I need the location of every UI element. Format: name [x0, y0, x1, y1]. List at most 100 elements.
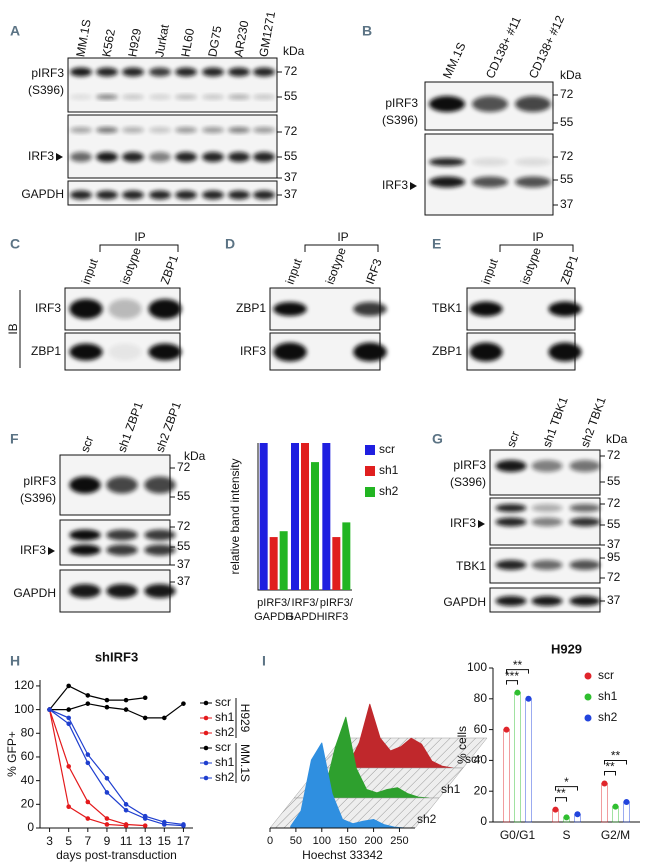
y-tick-label: 20 [474, 783, 488, 797]
point [181, 822, 186, 827]
point [66, 707, 71, 712]
band [108, 299, 142, 319]
marker-label: 72 [607, 570, 621, 584]
point [85, 799, 91, 805]
x-tick-label: 7 [84, 834, 91, 848]
band [144, 529, 176, 541]
band [495, 560, 527, 570]
point [104, 816, 110, 821]
row-label: GAPDH [21, 187, 64, 201]
point [66, 683, 71, 689]
band [253, 67, 275, 77]
band [149, 67, 171, 77]
band [548, 342, 582, 362]
blot [424, 133, 554, 216]
band [69, 476, 101, 494]
point [162, 819, 167, 825]
legend-marker [203, 745, 209, 751]
row-label: IRF3 [28, 149, 54, 163]
band [428, 158, 466, 166]
legend-label: sh1 [215, 755, 235, 769]
row-label: TBK1 [432, 301, 462, 315]
dot [503, 726, 510, 733]
band [495, 460, 527, 472]
legend-label: sh2 [215, 770, 235, 784]
band [253, 152, 275, 162]
legend-swatch [365, 445, 375, 455]
legend-label: scr [215, 695, 231, 709]
point [85, 693, 91, 698]
band [69, 299, 103, 319]
band [96, 152, 118, 162]
band [122, 94, 144, 100]
x-axis-label: days post-transduction [56, 848, 177, 862]
point [162, 715, 167, 721]
row-label: pIRF3 [23, 474, 56, 488]
band [471, 96, 509, 112]
x-tick-label: GAPDH [285, 611, 324, 623]
band [149, 127, 171, 133]
x-tick-label: 50 [290, 835, 302, 847]
row-label: (S396) [382, 113, 418, 127]
bar [301, 443, 309, 590]
x-axis-label: Hoechst 33342 [302, 848, 383, 862]
point [181, 701, 186, 706]
band [144, 544, 176, 556]
sig-bracket [555, 797, 567, 802]
band [70, 127, 92, 133]
band [202, 67, 224, 77]
band [96, 94, 118, 100]
band [202, 190, 224, 200]
band [428, 176, 466, 188]
band [70, 94, 92, 100]
bar [342, 522, 351, 590]
lane-label: scr [504, 429, 523, 449]
row-label: ZBP1 [31, 344, 61, 358]
group-bracket [499, 244, 574, 252]
band [253, 94, 275, 100]
marker-label: 55 [607, 517, 621, 531]
sig-bracket [555, 786, 578, 791]
band [96, 190, 118, 200]
blot [489, 449, 601, 496]
dot [623, 798, 630, 805]
x-tick-label: G2/M [601, 828, 630, 842]
band [149, 152, 171, 162]
marker-label: 72 [560, 149, 574, 163]
x-tick-label: 13 [139, 834, 153, 848]
marker-label: 55 [177, 489, 191, 503]
point [123, 807, 129, 813]
panel-label: E [432, 236, 441, 252]
sig-bracket [604, 760, 627, 765]
y-tick-label: 20 [21, 796, 35, 810]
band [70, 190, 92, 200]
sig-label: ** [611, 749, 621, 763]
band [531, 460, 563, 472]
bar [601, 783, 608, 823]
row-label: IRF3 [20, 543, 46, 557]
sig-label: ** [513, 658, 523, 672]
lane-label: CD138+ #11 [483, 14, 524, 81]
group-label: H929 [238, 704, 252, 733]
lane-label: MM.1S [73, 18, 93, 58]
lane-label: input [479, 256, 501, 286]
row-label: TBK1 [456, 559, 486, 573]
y-tick-label: 0 [27, 820, 34, 834]
sig-label: *** [505, 669, 519, 683]
arrow [56, 153, 63, 161]
x-tick-label: pIRF3/ [320, 597, 354, 609]
band [149, 190, 171, 200]
marker-label: 55 [560, 115, 574, 129]
band [148, 299, 182, 319]
dot [601, 780, 608, 787]
point [104, 704, 110, 710]
dot [563, 814, 570, 821]
x-tick-label: 150 [338, 835, 356, 847]
band [175, 67, 197, 77]
marker-label: 95 [607, 550, 621, 564]
row-label: IRF3 [240, 344, 266, 358]
group-label: IP [532, 230, 543, 244]
sig-label: ** [605, 760, 615, 774]
panel-label: A [10, 23, 20, 39]
band [69, 544, 101, 556]
